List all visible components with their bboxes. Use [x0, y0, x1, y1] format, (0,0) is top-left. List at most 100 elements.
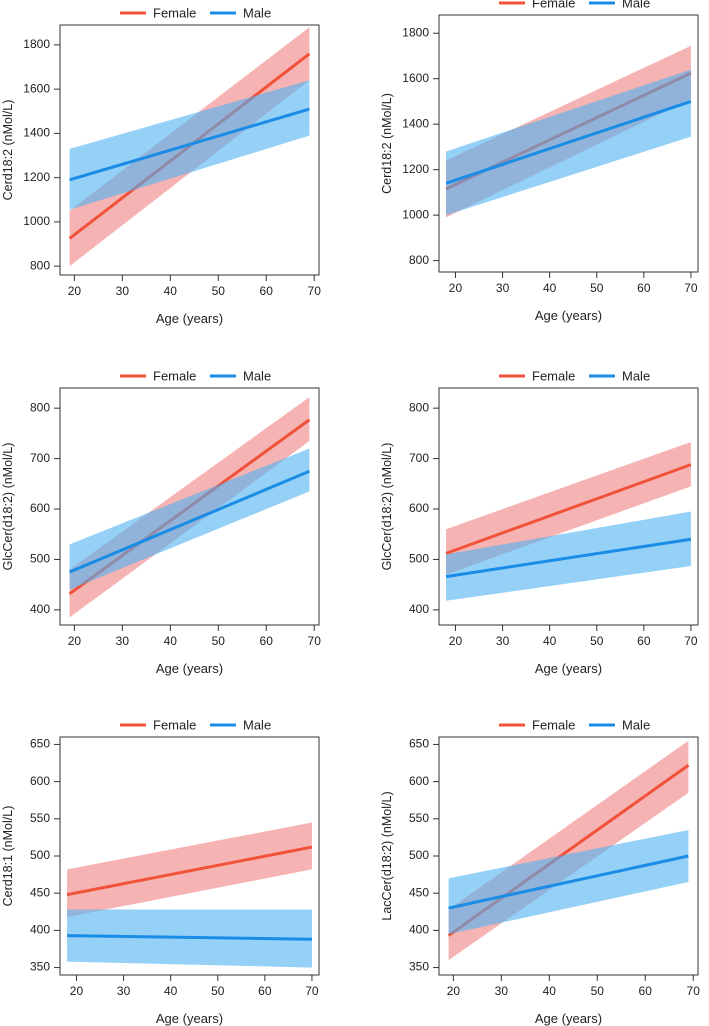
x-tick-label: 20 [68, 284, 82, 298]
chart-panel-2: Female Male 20 30 40 50 60 70 800 1000 1200 1400 160… [380, 0, 699, 323]
y-axis-label: GlcCer(d18:2) (nMol/L) [1, 443, 15, 571]
y-tick-label: 800 [409, 400, 429, 414]
legend-female-label: Female [532, 718, 575, 733]
y-tick-label: 400 [30, 923, 50, 937]
x-tick-label: 60 [260, 284, 274, 298]
x-tick-label: 40 [543, 634, 557, 648]
y-tick-label: 800 [409, 253, 429, 267]
y-tick-label: 400 [409, 602, 429, 616]
x-tick-label: 70 [305, 984, 319, 998]
y-axis-label: Cerd18:2 (nMol/L) [1, 100, 15, 201]
female-fit-line [66, 845, 313, 897]
y-tick-label: 650 [30, 737, 50, 751]
male-confidence-band [69, 448, 310, 590]
x-tick-label: 30 [116, 634, 130, 648]
y-tick-label: 700 [30, 451, 50, 465]
x-axis-label: Age (years) [156, 1011, 223, 1026]
chart-panel-5: Female Male 20 30 40 50 60 70 350 400 450 500 550 600… [1, 718, 320, 1026]
legend-male-label: Male [243, 6, 271, 21]
legend-male-label: Male [243, 369, 271, 384]
x-tick-label: 40 [164, 634, 178, 648]
plot-frame [438, 14, 699, 273]
y-tick-label: 1000 [402, 207, 429, 221]
x-tick-label: 60 [639, 984, 653, 998]
y-axis-label: Cerd18:2 (nMol/L) [380, 93, 394, 194]
y-tick-label: 800 [30, 258, 50, 272]
male-fit-line [69, 107, 310, 182]
legend-female-label: Female [153, 6, 196, 21]
y-tick-label: 500 [409, 848, 429, 862]
y-tick-label: 500 [30, 552, 50, 566]
x-tick-label: 20 [449, 634, 463, 648]
male-fit-line [67, 934, 312, 941]
legend-male-label: Male [243, 718, 271, 733]
x-tick-label: 70 [687, 984, 701, 998]
x-axis-label: Age (years) [535, 308, 602, 323]
x-tick-label: 40 [164, 284, 178, 298]
legend-male-label: Male [622, 0, 650, 11]
y-tick-label: 1800 [23, 37, 50, 51]
legend-female-label: Female [153, 718, 196, 733]
y-tick-label: 400 [409, 923, 429, 937]
x-tick-label: 50 [212, 634, 226, 648]
x-tick-label: 30 [496, 281, 510, 295]
y-tick-label: 1400 [402, 116, 429, 130]
y-axis-label: Cerd18:1 (nMol/L) [1, 806, 15, 907]
x-tick-label: 50 [590, 281, 604, 295]
chart-panel-6: Female Male 20 30 40 50 60 70 350 400 450 500 550 600… [380, 718, 700, 1026]
y-tick-label: 1200 [23, 170, 50, 184]
y-tick-label: 800 [30, 400, 50, 414]
y-axis-label: GlcCer(d18:2) (nMol/L) [380, 443, 394, 571]
male-fit-line [445, 100, 692, 185]
x-tick-label: 50 [590, 634, 604, 648]
y-tick-label: 600 [409, 774, 429, 788]
y-tick-label: 650 [409, 737, 429, 751]
x-tick-label: 60 [637, 281, 651, 295]
x-tick-label: 30 [496, 634, 510, 648]
y-tick-label: 600 [30, 774, 50, 788]
plot-frame [438, 387, 699, 626]
legend-male-label: Male [622, 369, 650, 384]
y-tick-label: 1200 [402, 162, 429, 176]
y-tick-label: 550 [409, 811, 429, 825]
female-fit-line [445, 463, 692, 555]
x-tick-label: 50 [212, 284, 226, 298]
y-tick-label: 1800 [402, 25, 429, 39]
y-tick-label: 600 [409, 501, 429, 515]
x-tick-label: 60 [260, 634, 274, 648]
x-tick-label: 70 [308, 284, 322, 298]
x-tick-label: 30 [495, 984, 509, 998]
plot-frame [59, 24, 320, 276]
y-tick-label: 600 [30, 501, 50, 515]
x-tick-label: 70 [308, 634, 322, 648]
x-tick-label: 50 [591, 984, 605, 998]
y-tick-label: 1600 [402, 71, 429, 85]
male-fit-line [448, 854, 689, 910]
x-tick-label: 70 [684, 281, 698, 295]
x-tick-label: 30 [117, 984, 131, 998]
x-tick-label: 40 [164, 984, 178, 998]
x-tick-label: 60 [637, 634, 651, 648]
x-tick-label: 40 [543, 281, 557, 295]
y-tick-label: 350 [30, 960, 50, 974]
y-tick-label: 500 [30, 848, 50, 862]
x-tick-label: 20 [449, 281, 463, 295]
x-tick-label: 20 [68, 634, 82, 648]
y-axis-label: LacCer(d18:2) (nMol/L) [380, 791, 394, 920]
male-fit-line [445, 537, 692, 579]
x-tick-label: 20 [447, 984, 461, 998]
x-tick-label: 70 [684, 634, 698, 648]
y-tick-label: 1000 [23, 214, 50, 228]
y-tick-label: 700 [409, 451, 429, 465]
plot-frame [59, 387, 320, 626]
x-tick-label: 50 [211, 984, 225, 998]
y-tick-label: 350 [409, 960, 429, 974]
x-axis-label: Age (years) [535, 661, 602, 676]
legend-female-label: Female [532, 369, 575, 384]
x-tick-label: 40 [543, 984, 557, 998]
x-tick-label: 60 [258, 984, 272, 998]
legend-female-label: Female [153, 369, 196, 384]
chart-panel-3: Female Male 20 30 40 50 60 70 400 500 600 700 800 Age… [1, 369, 321, 677]
y-tick-label: 400 [30, 602, 50, 616]
